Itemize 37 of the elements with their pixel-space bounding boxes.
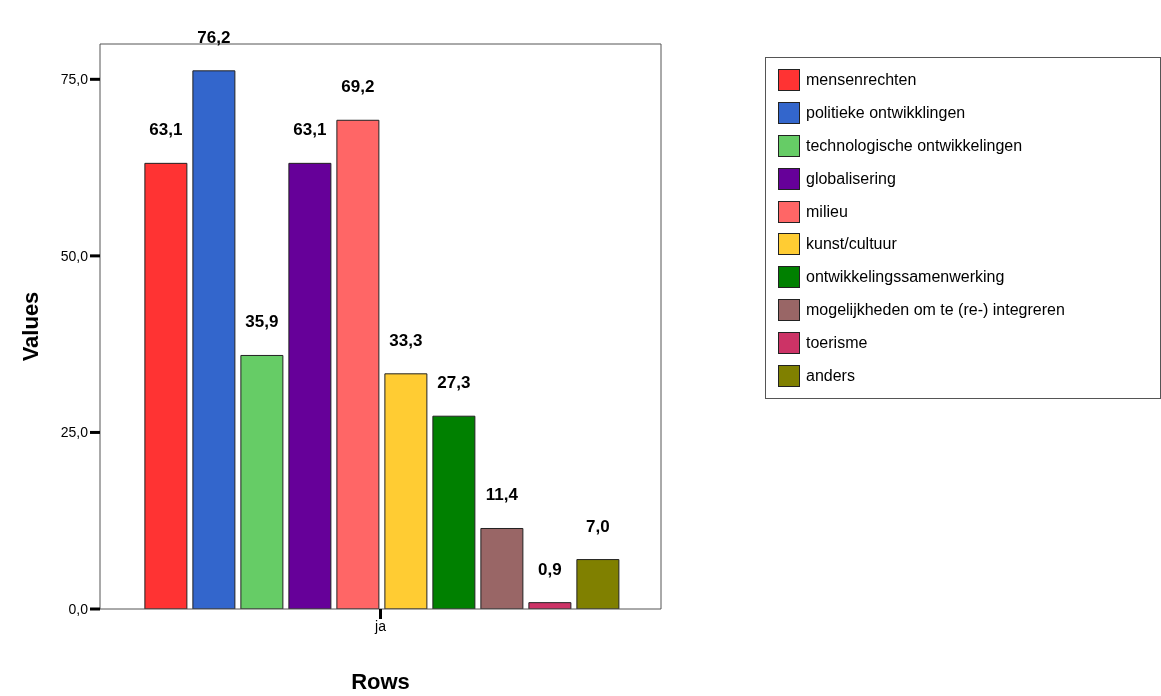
bar <box>288 162 332 609</box>
legend-label: anders <box>806 366 855 385</box>
legend-label: technologische ontwikkelingen <box>806 136 1023 155</box>
data-label: 7,0 <box>586 516 610 536</box>
legend-label: mensenrechten <box>806 71 917 90</box>
bar <box>576 559 620 609</box>
legend-label: mogelijkheden om te (re-) integreren <box>806 300 1065 319</box>
bar <box>336 119 380 609</box>
data-label: 63,1 <box>293 120 327 140</box>
x-tick-label: ja <box>374 617 387 634</box>
bar <box>192 70 236 609</box>
y-tick-label: 50,0 <box>60 247 89 264</box>
y-tick-label: 25,0 <box>60 424 89 441</box>
data-label: 11,4 <box>485 485 519 505</box>
data-label: 69,2 <box>341 77 375 97</box>
y-tick-label: 0,0 <box>68 600 89 617</box>
bar <box>384 373 428 609</box>
legend-label: globalisering <box>806 169 896 188</box>
legend-label: toerisme <box>806 333 868 352</box>
bar <box>528 602 572 609</box>
bar <box>480 527 524 609</box>
data-label: 76,2 <box>197 27 231 47</box>
bar <box>240 354 284 609</box>
y-axis-title: Values <box>17 291 43 362</box>
legend-label: milieu <box>806 202 848 221</box>
data-label: 27,3 <box>437 373 471 393</box>
data-label: 35,9 <box>245 312 279 332</box>
legend-label: ontwikkelingssamenwerking <box>806 268 1005 287</box>
bar <box>144 162 188 609</box>
legend-label: kunst/cultuur <box>806 235 897 254</box>
x-axis-title: Rows <box>351 669 410 694</box>
y-tick-label: 75,0 <box>60 71 89 88</box>
legend-label: politieke ontwikklingen <box>806 104 966 123</box>
data-label: 33,3 <box>389 330 423 350</box>
data-label: 0,9 <box>538 559 562 579</box>
bar <box>432 415 476 609</box>
data-label: 63,1 <box>149 120 183 140</box>
